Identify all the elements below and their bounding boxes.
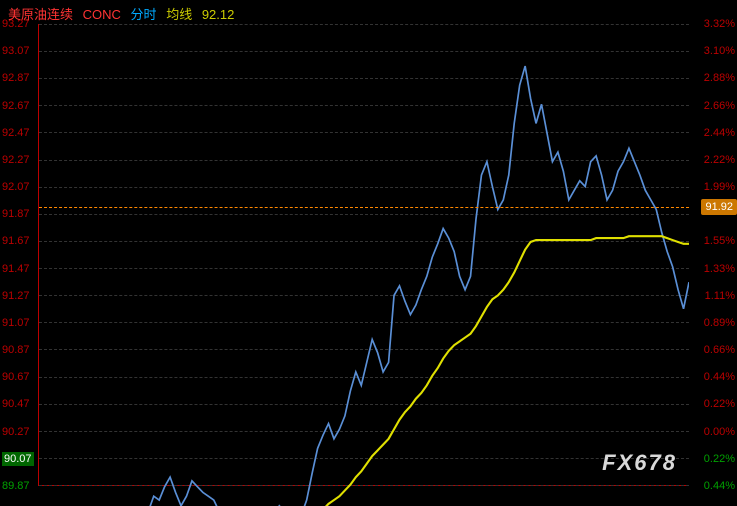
- y-right-tick: 1.11%: [705, 290, 735, 302]
- y-right-tick: 2.66%: [704, 100, 735, 112]
- chart-header: 美原油连续 CONC 分时 均线 92.12: [8, 4, 240, 23]
- interval-label[interactable]: 分时: [131, 7, 157, 22]
- y-left-tick: 92.47: [2, 127, 30, 139]
- instrument-code: CONC: [83, 7, 121, 22]
- y-left-tick: 92.87: [2, 72, 30, 84]
- instrument-name: 美原油连续: [8, 7, 73, 22]
- y-right-tick: 2.88%: [704, 72, 735, 84]
- price-lines-svg: [39, 24, 689, 506]
- y-right-tick: 1.55%: [704, 235, 735, 247]
- ma-value: 92.12: [202, 7, 235, 22]
- y-right-tick: 1.99%: [704, 181, 735, 193]
- y-left-tick: 89.87: [2, 480, 30, 492]
- y-axis-left: 93.2793.0792.8792.6792.4792.2792.0791.87…: [2, 24, 38, 486]
- last-price-line: [39, 207, 689, 208]
- watermark: FX678: [602, 450, 677, 476]
- y-left-tick: 90.47: [2, 398, 30, 410]
- y-right-tick: 0.00%: [704, 426, 735, 438]
- y-right-tick: 2.44%: [704, 127, 735, 139]
- y-left-tick: 91.07: [2, 317, 30, 329]
- y-left-tick: 91.87: [2, 208, 30, 220]
- y-right-tick: 3.10%: [704, 45, 735, 57]
- price-line: [39, 66, 689, 506]
- y-right-tick: 2.22%: [704, 154, 735, 166]
- y-right-tick: 0.89%: [704, 317, 735, 329]
- y-left-tick: 92.67: [2, 100, 30, 112]
- y-left-tick: 91.47: [2, 263, 30, 275]
- y-right-tick: 0.22%: [704, 398, 735, 410]
- chart-container: 美原油连续 CONC 分时 均线 92.12 93.2793.0792.8792…: [0, 0, 737, 506]
- y-right-tick: 0.44%: [704, 480, 735, 492]
- y-left-tick: 91.27: [2, 290, 30, 302]
- y-right-tick: 3.32%: [704, 18, 735, 30]
- y-left-tick: 90.27: [2, 426, 30, 438]
- y-left-tick: 92.27: [2, 154, 30, 166]
- y-left-tick: 92.07: [2, 181, 30, 193]
- y-left-tick: 91.67: [2, 235, 30, 247]
- last-price-badge: 91.92: [701, 199, 737, 215]
- y-right-tick: 0.66%: [704, 344, 735, 356]
- plot-area[interactable]: 91.92: [38, 24, 689, 486]
- y-right-tick: 1.33%: [704, 263, 735, 275]
- y-axis-right: 3.32%3.10%2.88%2.66%2.44%2.22%1.99%1.55%…: [689, 24, 735, 486]
- y-right-tick: 0.22%: [704, 453, 735, 465]
- y-left-tick: 90.67: [2, 371, 30, 383]
- ma-label: 均线: [166, 7, 192, 22]
- y-right-tick: 0.44%: [704, 371, 735, 383]
- y-left-tick: 90.07: [2, 452, 34, 466]
- y-left-tick: 93.07: [2, 45, 30, 57]
- y-left-tick: 90.87: [2, 344, 30, 356]
